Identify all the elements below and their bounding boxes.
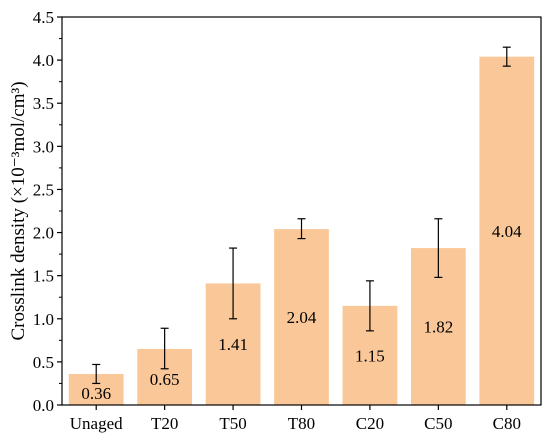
value-label-t50: 1.41 (218, 335, 248, 354)
error-bar-t50 (229, 247, 238, 320)
y-axis: 0.0 0.5 1.0 1.5 2.0 2.5 3.0 3.5 4.0 4.5 (33, 8, 62, 415)
y-tick-label: 1.0 (33, 310, 54, 329)
x-tick-label-t80: T80 (288, 414, 315, 433)
y-tick-label: 3.0 (33, 137, 54, 156)
value-labels-group: 0.36 0.65 1.41 2.04 1.15 1.82 4.04 (81, 222, 522, 403)
bar-c80 (479, 56, 535, 405)
y-tick-label: 1.5 (33, 267, 54, 286)
error-bar-unaged (92, 363, 101, 385)
y-tick-label: 2.5 (33, 180, 54, 199)
error-bar-c20 (365, 280, 374, 332)
x-tick-label-c20: C20 (356, 414, 384, 433)
bar-t80 (274, 229, 329, 405)
y-tick-label: 2.0 (33, 224, 54, 243)
bars-group (68, 56, 535, 405)
y-tick-label: 4.0 (33, 51, 54, 70)
error-bar-t20 (160, 327, 169, 370)
value-label-t80: 2.04 (287, 308, 317, 327)
x-tick-label-t50: T50 (219, 414, 246, 433)
value-label-c20: 1.15 (355, 346, 385, 365)
value-label-t20: 0.65 (150, 370, 180, 389)
y-tick-label: 0.5 (33, 353, 54, 372)
value-label-c50: 1.82 (423, 318, 453, 337)
y-tick-label: 4.5 (33, 8, 54, 27)
y-axis-title: Crosslink density (×10⁻³mol/cm³) (8, 81, 29, 340)
error-bar-t80 (297, 218, 306, 240)
y-tick-label: 3.5 (33, 94, 54, 113)
y-tick-label: 0.0 (33, 396, 54, 415)
x-axis: Unaged T20 T50 T80 C20 C50 C80 (70, 405, 521, 433)
error-bars-group (92, 46, 511, 385)
x-tick-label-c50: C50 (424, 414, 452, 433)
error-bar-c50 (434, 218, 443, 278)
x-tick-label-unaged: Unaged (70, 414, 123, 433)
error-bar-c80 (502, 46, 511, 67)
x-tick-label-t20: T20 (151, 414, 178, 433)
x-tick-label-c80: C80 (493, 414, 521, 433)
value-label-unaged: 0.36 (81, 384, 111, 403)
value-label-c80: 4.04 (492, 222, 522, 241)
